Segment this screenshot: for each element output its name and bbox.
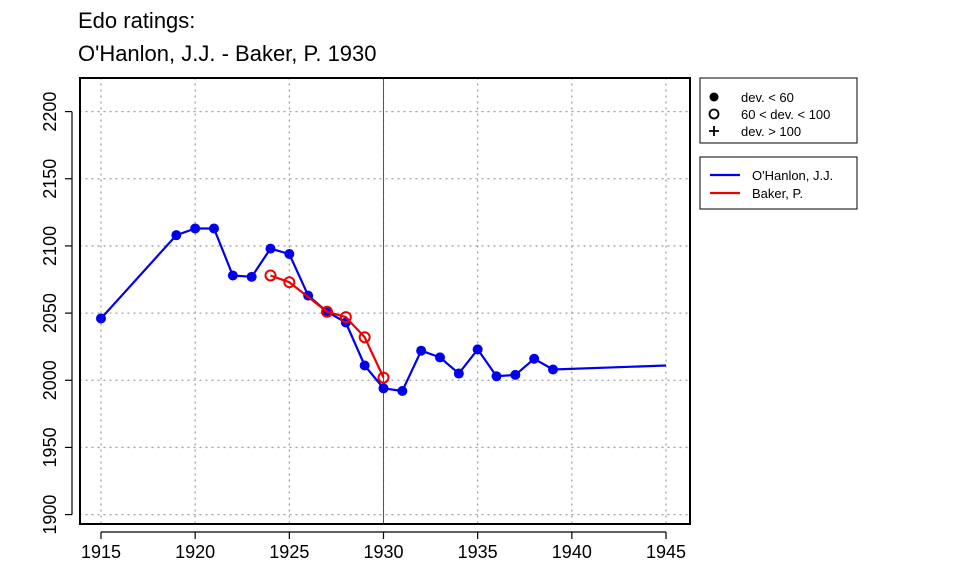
data-point: [264, 269, 277, 282]
series-line: [270, 274, 385, 379]
y-tick-label: 1900: [40, 495, 60, 535]
data-point: [171, 230, 182, 241]
filled-circle-icon: [709, 92, 719, 102]
data-point: [283, 276, 296, 289]
series-layer: [96, 223, 667, 397]
x-tick-label: 1920: [175, 542, 215, 562]
open-circle-icon: [708, 108, 720, 120]
data-point: [265, 243, 276, 254]
data-point: [321, 305, 333, 318]
data-point: [529, 353, 540, 364]
data-point: [358, 331, 371, 344]
x-tick-label: 1930: [363, 542, 403, 562]
data-point: [416, 345, 427, 356]
x-tick-label: 1945: [646, 542, 686, 562]
plus-icon: [709, 126, 719, 136]
grid-lines: [79, 77, 691, 525]
x-tick-label: 1935: [458, 542, 498, 562]
data-point: [190, 223, 201, 234]
data-point: [377, 371, 390, 384]
data-point: [435, 352, 445, 363]
marker-legend-label: 60 < dev. < 100: [741, 107, 830, 122]
data-point: [284, 248, 295, 259]
y-tick-label: 1950: [40, 427, 60, 467]
data-point: [96, 313, 106, 324]
x-tick-label: 1915: [81, 542, 121, 562]
data-point: [246, 271, 257, 282]
data-point: [510, 369, 521, 380]
data-point: [227, 270, 238, 281]
data-point: [453, 368, 464, 379]
marker-legend-label: dev. > 100: [741, 124, 801, 139]
series-legend-label: Baker, P.: [752, 186, 803, 201]
marker-legend: dev. < 60 60 < dev. < 100 dev. > 100: [699, 77, 858, 144]
data-point: [472, 344, 483, 355]
series-legend-label: O'Hanlon, J.J.: [752, 168, 833, 183]
y-tick-label: 2000: [40, 360, 60, 400]
x-axis: 1915 1920 1925 1930 1935 1940 1945: [81, 531, 686, 562]
y-axis: 1900 1950 2000 2050 2100 2150 2200: [40, 92, 73, 535]
marker-legend-label: dev. < 60: [741, 90, 794, 105]
data-point: [209, 223, 219, 234]
y-tick-label: 2100: [40, 226, 60, 266]
data-point: [339, 311, 352, 324]
data-point: [378, 383, 389, 394]
x-tick-label: 1925: [269, 542, 309, 562]
data-point: [359, 360, 370, 371]
marker-legend-box: [699, 77, 858, 144]
series-legend-box: [699, 156, 858, 210]
data-point: [491, 371, 502, 382]
data-point: [397, 386, 408, 397]
data-point: [548, 364, 558, 375]
y-tick-label: 2150: [40, 159, 60, 199]
plot-frame: [79, 77, 691, 525]
chart-subtitle: O'Hanlon, J.J. - Baker, P. 1930: [78, 41, 377, 66]
x-tick-label: 1940: [552, 542, 592, 562]
chart-title: Edo ratings:: [78, 8, 195, 33]
y-tick-label: 2050: [40, 293, 60, 333]
y-tick-label: 2200: [40, 92, 60, 132]
series-legend: O'Hanlon, J.J. Baker, P.: [699, 156, 858, 210]
